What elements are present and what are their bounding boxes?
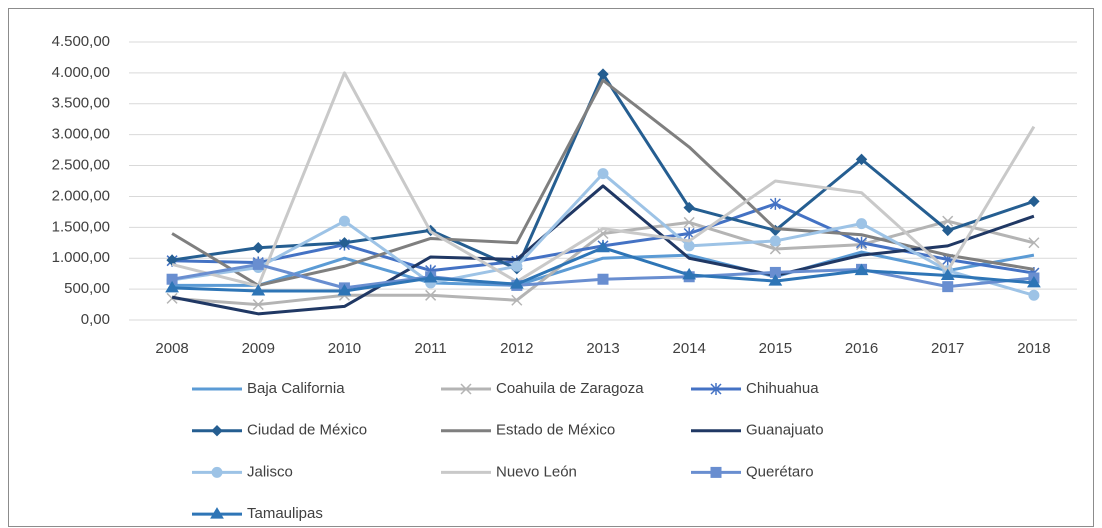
x-tick-label: 2012 bbox=[500, 340, 533, 357]
line bbox=[171, 71, 1036, 288]
series bbox=[171, 71, 1036, 288]
legend-marker bbox=[211, 466, 223, 478]
line bbox=[171, 78, 1035, 287]
marker bbox=[856, 236, 868, 249]
y-tick-label: 1.500,00 bbox=[52, 218, 110, 235]
marker bbox=[942, 281, 954, 293]
x-tick-label: 2008 bbox=[155, 340, 188, 357]
y-tick-label: 500,00 bbox=[64, 280, 110, 297]
legend-label: Estado de México bbox=[496, 422, 615, 439]
marker bbox=[942, 224, 954, 237]
legend-item: Querétaro bbox=[691, 463, 814, 480]
legend-item: Baja California bbox=[192, 380, 345, 397]
marker bbox=[251, 283, 266, 296]
y-tick-label: 3.500,00 bbox=[52, 95, 110, 112]
x-tick-label: 2011 bbox=[415, 340, 447, 357]
marker bbox=[682, 267, 697, 280]
marker bbox=[856, 218, 868, 230]
legend-label: Jalisco bbox=[247, 463, 293, 480]
legend-label: Guanajuato bbox=[746, 422, 824, 439]
series bbox=[165, 240, 1041, 296]
legend-label: Ciudad de México bbox=[247, 422, 367, 439]
marker bbox=[683, 201, 695, 214]
marker bbox=[1027, 275, 1041, 288]
x-tick-label: 2017 bbox=[931, 340, 964, 357]
series bbox=[166, 68, 1040, 275]
marker bbox=[1028, 289, 1040, 301]
y-tick-label: 1.000,00 bbox=[52, 249, 110, 266]
marker bbox=[597, 168, 609, 180]
marker bbox=[511, 260, 523, 272]
legend-label: Coahuila de Zaragoza bbox=[496, 380, 644, 397]
x-tick-label: 2015 bbox=[759, 340, 792, 357]
legend-label: Baja California bbox=[247, 380, 345, 397]
y-tick-label: 2.000,00 bbox=[52, 187, 110, 204]
marker bbox=[509, 277, 524, 289]
marker bbox=[596, 240, 610, 253]
legend-label: Querétaro bbox=[746, 463, 814, 480]
marker bbox=[854, 263, 869, 276]
series bbox=[172, 250, 1035, 287]
marker bbox=[769, 243, 781, 255]
y-tick-label: 4.500,00 bbox=[52, 33, 110, 50]
marker bbox=[597, 273, 609, 285]
legend-label: Tamaulipas bbox=[247, 505, 323, 522]
marker bbox=[423, 271, 438, 283]
legend-item: Tamaulipas bbox=[192, 505, 323, 522]
y-tick-label: 2.500,00 bbox=[52, 157, 110, 174]
marker bbox=[940, 268, 955, 281]
marker bbox=[768, 274, 783, 286]
legend-marker bbox=[210, 507, 224, 519]
marker bbox=[165, 280, 179, 293]
legend-marker bbox=[710, 383, 722, 395]
x-tick-label: 2009 bbox=[242, 340, 275, 357]
series bbox=[166, 215, 1040, 311]
line bbox=[171, 184, 1035, 316]
marker bbox=[1028, 237, 1040, 249]
marker bbox=[425, 289, 437, 301]
marker bbox=[252, 299, 264, 311]
marker bbox=[338, 215, 350, 227]
legend-item: Estado de México bbox=[441, 422, 615, 439]
marker bbox=[942, 215, 954, 227]
y-tick-label: 4.000,00 bbox=[52, 64, 110, 81]
x-tick-label: 2010 bbox=[328, 340, 361, 357]
marker bbox=[769, 197, 781, 210]
x-tick-label: 2016 bbox=[845, 340, 878, 357]
y-tick-label: 3.000,00 bbox=[52, 126, 110, 143]
marker bbox=[1028, 195, 1040, 208]
legend-item: Guanajuato bbox=[691, 422, 824, 439]
legend-item: Chihuahua bbox=[691, 380, 819, 397]
legend-item: Jalisco bbox=[192, 463, 293, 480]
marker bbox=[511, 294, 523, 306]
marker bbox=[337, 283, 352, 296]
legend-marker bbox=[211, 424, 223, 437]
marker bbox=[855, 153, 868, 166]
x-tick-label: 2018 bbox=[1017, 340, 1050, 357]
line bbox=[172, 250, 1035, 287]
legend-label: Nuevo León bbox=[496, 463, 577, 480]
series bbox=[171, 184, 1035, 316]
marker bbox=[338, 237, 351, 249]
marker bbox=[252, 258, 264, 270]
legend-marker bbox=[460, 383, 472, 395]
legend-marker bbox=[710, 466, 722, 478]
marker bbox=[683, 216, 695, 228]
marker bbox=[252, 242, 264, 254]
series bbox=[171, 78, 1035, 287]
legend-item: Nuevo León bbox=[441, 463, 577, 480]
legend-label: Chihuahua bbox=[746, 380, 819, 397]
y-tick-label: 0,00 bbox=[81, 311, 110, 328]
marker bbox=[769, 235, 781, 247]
x-tick-label: 2014 bbox=[672, 340, 705, 357]
legend-item: Coahuila de Zaragoza bbox=[441, 380, 644, 397]
legend-item: Ciudad de México bbox=[192, 422, 367, 439]
x-tick-label: 2013 bbox=[586, 340, 619, 357]
